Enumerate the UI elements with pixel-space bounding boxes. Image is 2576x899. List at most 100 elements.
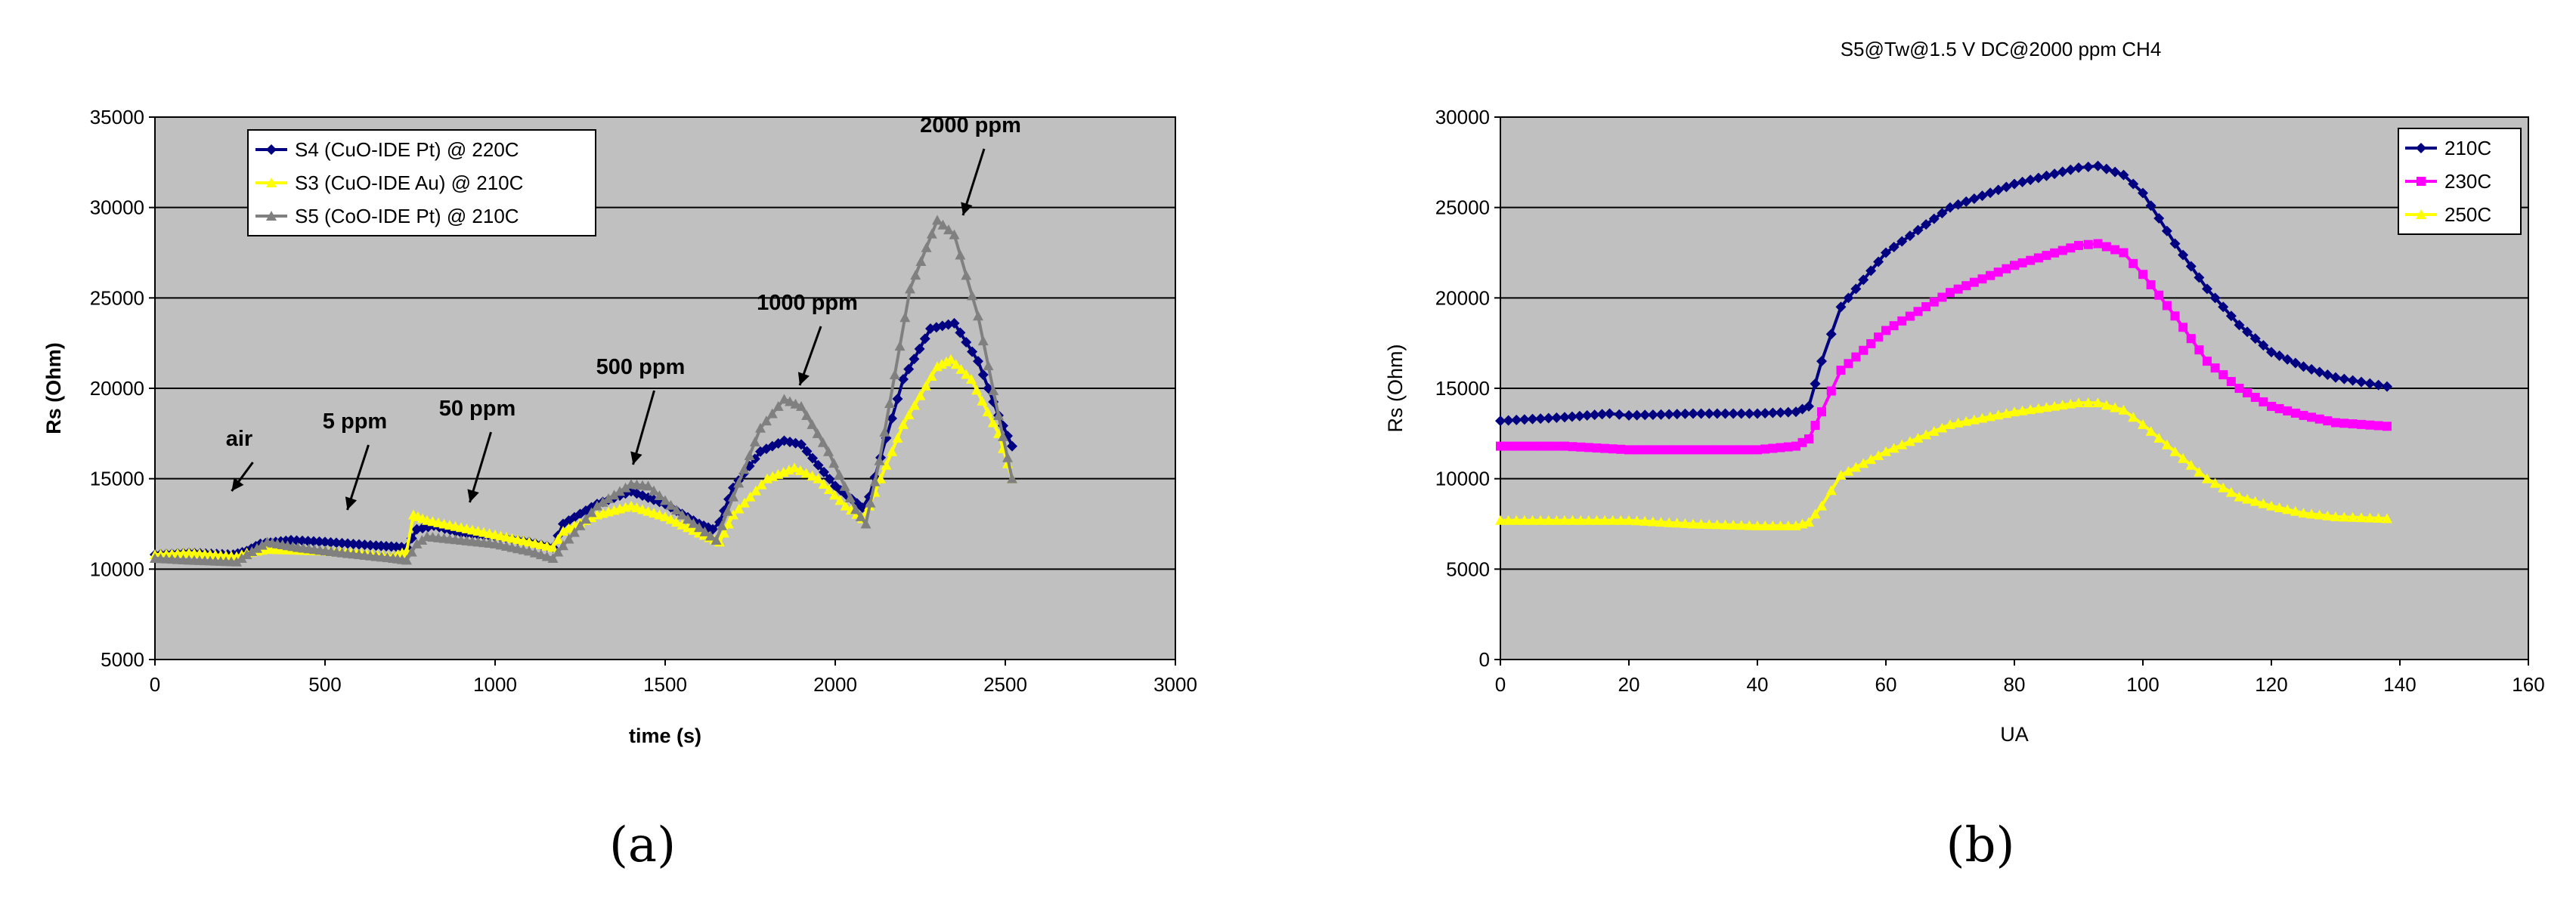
chart-a-annotation-label: air <box>226 427 252 451</box>
chart-b-data-point <box>1816 500 1827 511</box>
chart-b-data-point <box>2382 422 2392 431</box>
chart-a-data-point <box>966 374 977 385</box>
chart-a-data-point <box>823 446 834 456</box>
chart-a-data-point <box>892 393 903 404</box>
chart-a-data-point <box>297 535 308 546</box>
chart-b-y-tick-label: 25000 <box>1435 196 1490 219</box>
chart-a-data-point <box>813 473 824 483</box>
chart-a-data-point <box>973 310 983 321</box>
chart-b-series-1 <box>1495 160 2392 427</box>
chart-b-data-point <box>2138 270 2147 280</box>
chart-a-data-point <box>914 343 925 354</box>
chart-a-annotation-label: 5 ppm <box>323 409 387 434</box>
chart-b-data-point <box>1968 414 1980 425</box>
chart-a-data-point <box>231 556 242 567</box>
chart-b-data-point <box>1616 444 1626 454</box>
chart-b-data-point <box>1559 514 1570 525</box>
chart-a-data-point <box>801 446 813 457</box>
chart-a-y-tick-label: 5000 <box>101 648 144 671</box>
chart-a-data-point <box>665 499 677 510</box>
chart-b-data-point <box>1804 434 1813 444</box>
chart-a-data-point <box>1007 440 1017 452</box>
chart-b-legend-label: 250C <box>2444 203 2491 226</box>
chart-a-data-point <box>586 507 597 517</box>
chart-b-data-point <box>1704 519 1715 530</box>
chart-b-data-point <box>1889 321 1899 331</box>
chart-b-data-point <box>2092 397 2104 408</box>
chart-b-data-point <box>2266 347 2277 358</box>
chart-a-data-point <box>615 486 625 496</box>
chart-b-legend-marker <box>2417 177 2426 186</box>
chart-a-data-point <box>581 514 591 524</box>
chart-a-data-point <box>755 422 766 433</box>
chart-b-data-point <box>1913 307 1923 317</box>
chart-b-data-point <box>2382 381 2392 392</box>
chart-a-data-point <box>699 526 711 536</box>
chart-a-data-point <box>563 533 574 544</box>
chart-b-data-point <box>1671 517 1683 528</box>
chart-b-data-point <box>1961 416 1972 426</box>
chart-b-data-point <box>1528 441 1537 451</box>
chart-b-legend-item: 230C <box>2405 170 2491 193</box>
chart-b-data-point <box>1695 518 1707 529</box>
chart-b-data-point <box>2249 333 2261 344</box>
chart-b-data-point <box>2082 397 2094 408</box>
chart-b-data-point <box>2282 354 2293 365</box>
chart-b-y-tick-label: 30000 <box>1435 106 1490 128</box>
chart-b-data-point <box>2283 406 2293 416</box>
chart-b-data-point <box>2322 369 2333 381</box>
chart-a-data-point <box>719 527 729 538</box>
chart-b-data-point <box>1551 412 1562 423</box>
chart-b-data-point <box>1744 520 1755 530</box>
chart-b-data-point <box>1640 445 1650 455</box>
chart-b-data-point <box>2339 419 2349 428</box>
chart-b-data-point <box>2290 357 2301 369</box>
chart-b-data-point <box>1835 469 1847 480</box>
chart-b-data-point <box>2065 164 2076 175</box>
chart-b-data-point <box>1961 196 1972 207</box>
chart-a-legend-marker <box>266 178 277 187</box>
chart-b-data-point <box>1921 219 1932 230</box>
chart-b-data-point <box>2209 292 2221 304</box>
chart-a-data-point <box>524 536 534 547</box>
chart-b-data-point <box>1576 442 1586 452</box>
chart-b-data-point <box>2066 243 2076 253</box>
chart-a-data-point <box>660 495 670 505</box>
chart-a-data-point <box>949 229 960 239</box>
chart-a-data-point <box>671 505 682 515</box>
chart-b-x-tick-label: 140 <box>2383 673 2416 696</box>
chart-b-data-point <box>2009 406 2020 417</box>
chart-b-data-point <box>1977 190 1988 202</box>
chart-b-data-point <box>2083 239 2093 249</box>
chart-b-data-point <box>1720 519 1731 530</box>
chart-b-data-point <box>1503 514 1514 525</box>
chart-b-data-point <box>1728 519 1739 530</box>
chart-b-data-point <box>1583 514 1594 525</box>
chart-b-data-point <box>2290 408 2300 418</box>
chart-a-y-tick-label: 20000 <box>90 377 144 400</box>
chart-a-data-point <box>879 426 890 437</box>
chart-a-data-point <box>823 484 834 495</box>
chart-b-data-point <box>1881 326 1890 335</box>
chart-b-data-point <box>1728 408 1739 419</box>
chart-a-data-point <box>926 228 937 239</box>
chart-a-data-point <box>915 255 927 266</box>
chart-b-data-point <box>1865 454 1877 465</box>
chart-b-data-point <box>1720 445 1730 455</box>
chart-b-data-point <box>1519 514 1530 525</box>
chart-b-data-point <box>1591 514 1602 525</box>
chart-b-x-tick-label: 100 <box>2126 673 2159 696</box>
chart-a-data-point <box>574 520 586 530</box>
chart-b-data-point <box>2357 419 2366 429</box>
chart-a-data-point <box>626 500 636 511</box>
chart-a-data-point <box>535 539 546 550</box>
chart-a-data-point <box>961 336 972 348</box>
chart-b-data-point <box>1986 270 1995 280</box>
chart-b-data-point <box>1680 445 1690 455</box>
chart-a-data-point <box>850 504 861 514</box>
chart-a-data-point <box>932 215 943 225</box>
chart-a-legend-item: S3 (CuO-IDE Au) @ 210C <box>255 171 523 194</box>
chart-b-data-point <box>2041 170 2052 181</box>
chart-b-data-point <box>1881 247 1891 258</box>
